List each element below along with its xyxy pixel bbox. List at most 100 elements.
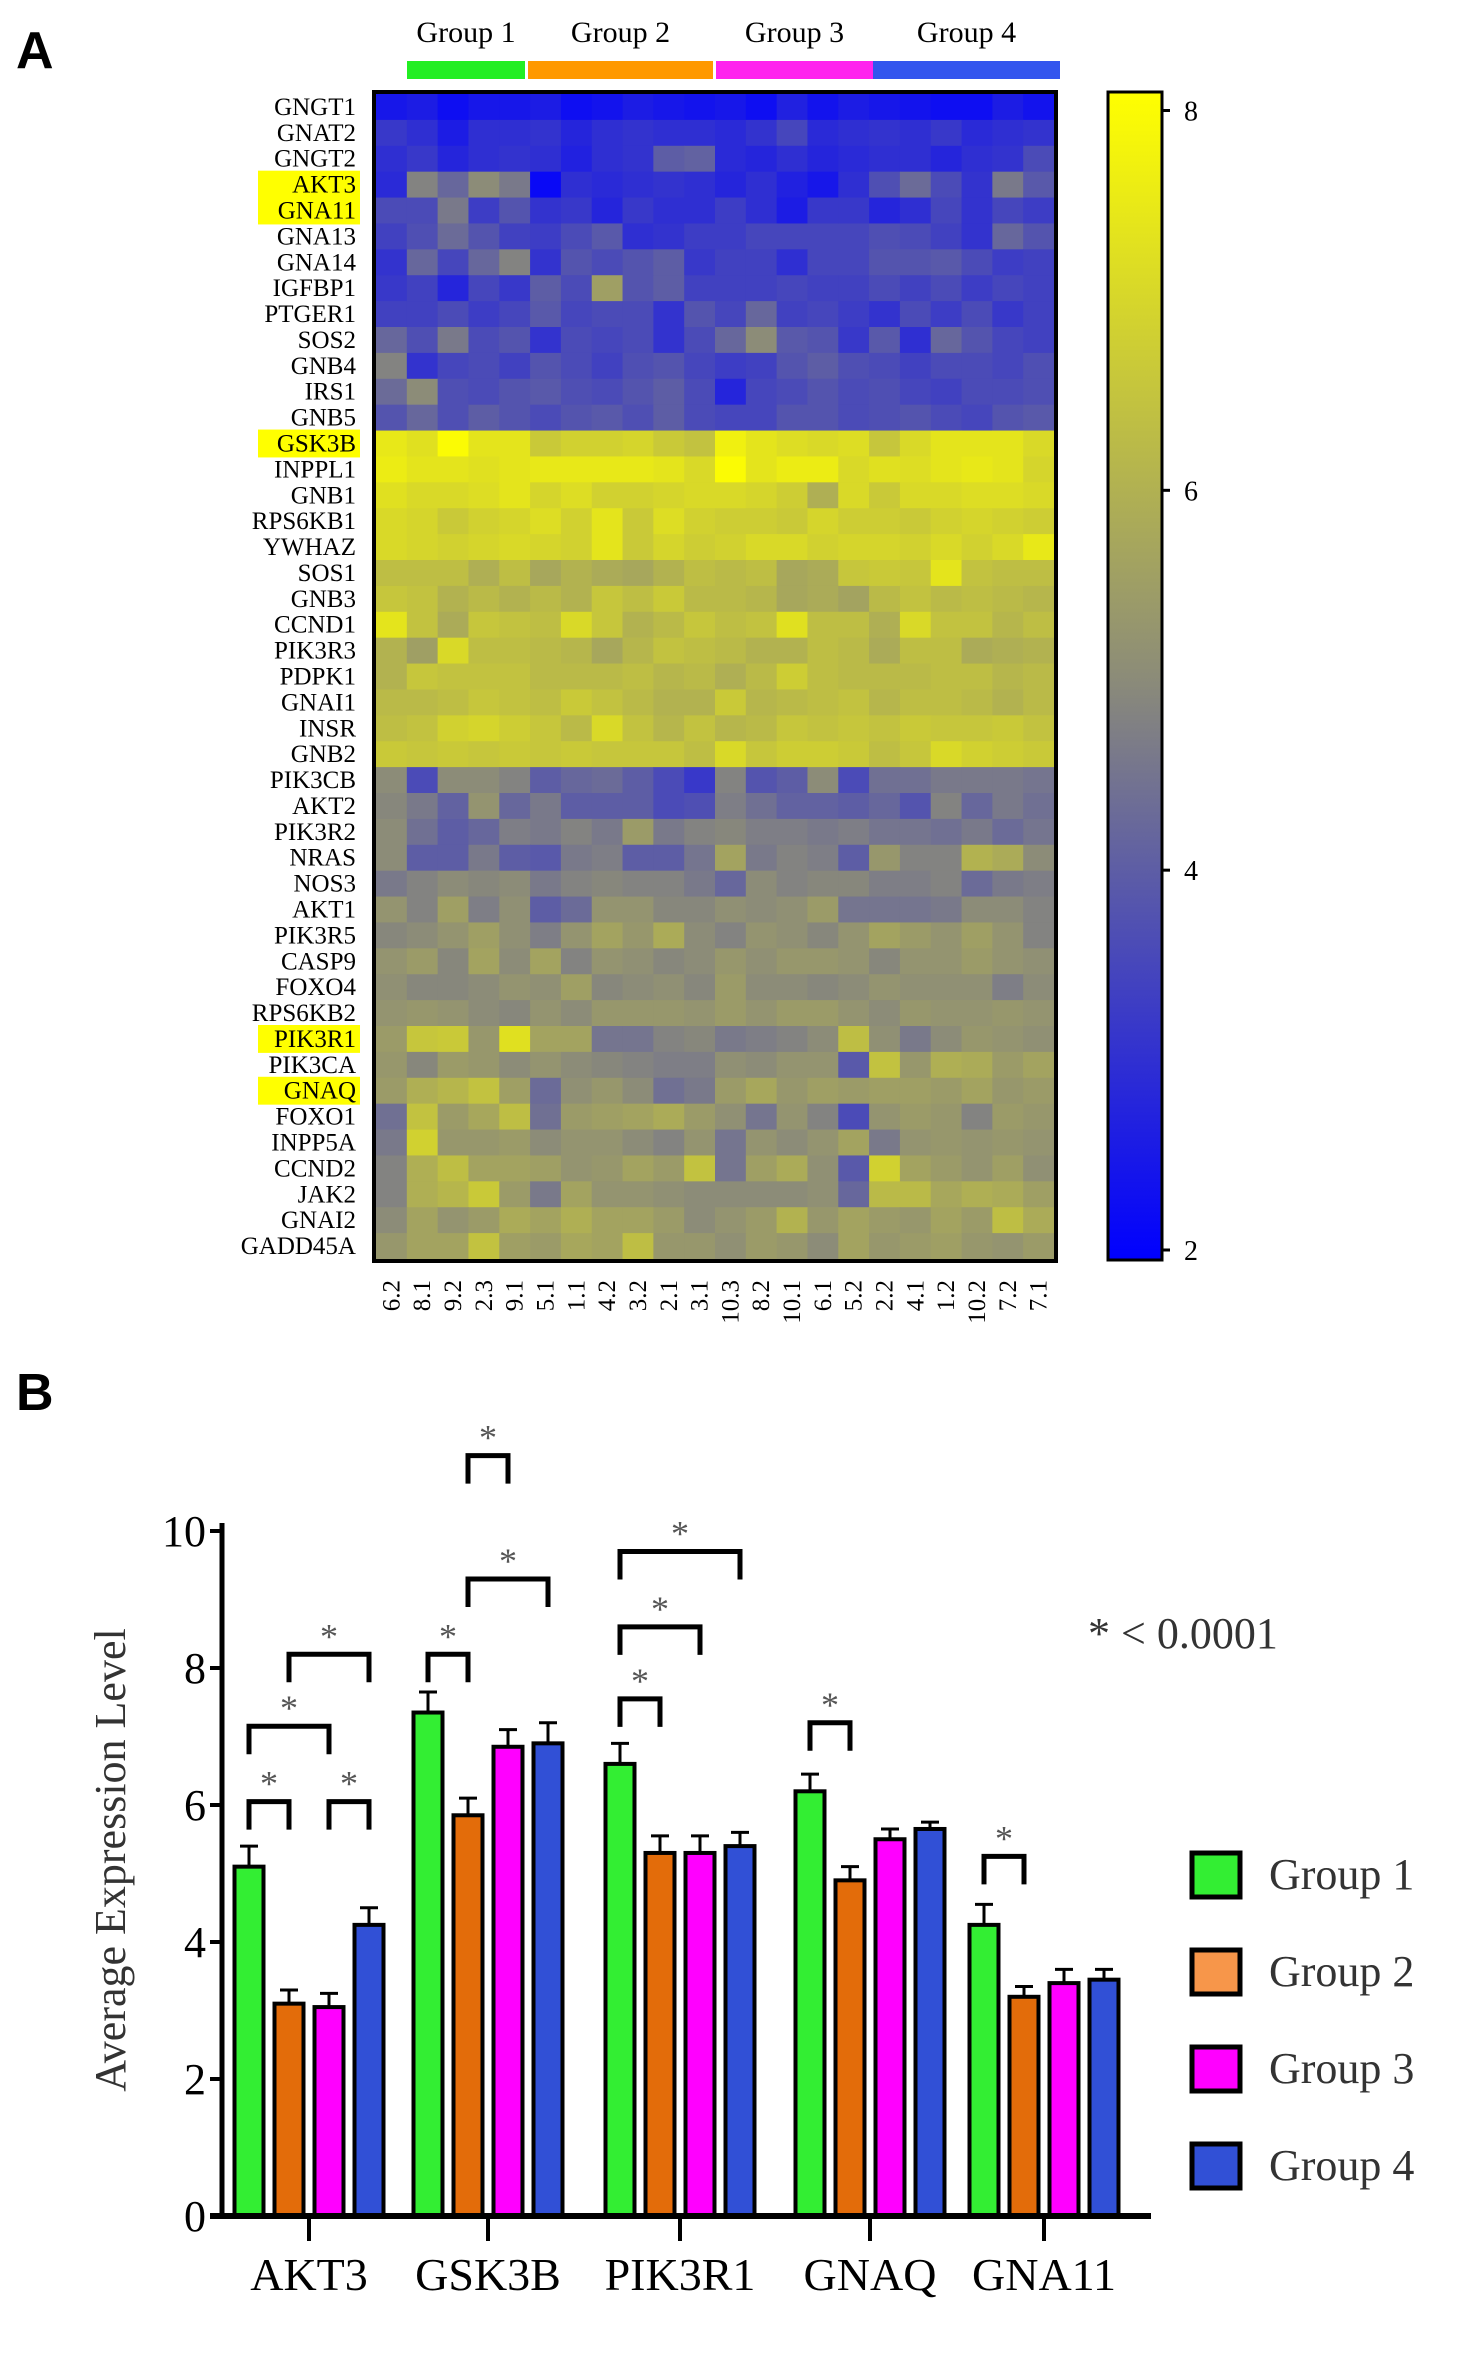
heatmap-cell xyxy=(376,896,408,924)
heatmap-cell xyxy=(437,793,470,820)
heatmap-cell xyxy=(869,1000,901,1027)
panel-label-a: A xyxy=(16,22,54,80)
heatmap-cell xyxy=(684,223,716,250)
heatmap-cell xyxy=(622,637,654,665)
heatmap-cell xyxy=(499,534,531,561)
heatmap-cell xyxy=(437,94,470,121)
heatmap-cell xyxy=(530,715,562,742)
column-label: 4.2 xyxy=(594,1280,621,1311)
heatmap-cell xyxy=(776,352,809,380)
heatmap-cell xyxy=(930,793,963,820)
heatmap-cell xyxy=(807,1051,839,1079)
colorbar-tick-label: 8 xyxy=(1184,96,1198,127)
heatmap-cell xyxy=(869,896,901,924)
heatmap-cell xyxy=(961,1155,993,1182)
heatmap-cell xyxy=(838,249,870,276)
heatmap-cell xyxy=(406,404,439,432)
heatmap-cell xyxy=(715,870,747,898)
heatmap-cell xyxy=(653,663,685,691)
heatmap-cell xyxy=(684,922,716,949)
heatmap-cell xyxy=(653,1103,685,1131)
heatmap-cell xyxy=(807,974,839,1001)
row-label-highlight xyxy=(258,1076,360,1105)
heatmap-cell xyxy=(468,119,500,147)
heatmap-cell xyxy=(715,1103,747,1131)
heatmap-cell xyxy=(838,974,870,1001)
heatmap-cell xyxy=(838,145,870,173)
heatmap-cell xyxy=(437,1077,470,1105)
heatmap-cell xyxy=(499,352,531,380)
heatmap-cell xyxy=(776,430,809,458)
heatmap-cell xyxy=(838,508,870,535)
bar xyxy=(411,1710,445,2219)
heatmap-cell xyxy=(992,1233,1024,1260)
significance-star: * xyxy=(995,1818,1013,1858)
heatmap-cell xyxy=(776,94,809,121)
heatmap-cell xyxy=(591,1051,624,1079)
heatmap-cell xyxy=(838,896,870,924)
heatmap-cell xyxy=(406,715,439,742)
heatmap-cell xyxy=(406,534,439,561)
heatmap-cell xyxy=(560,611,593,639)
heatmap-cell xyxy=(684,896,716,924)
heatmap-cell xyxy=(622,611,654,639)
heatmap-cell xyxy=(961,94,993,121)
heatmap-cell xyxy=(437,534,470,561)
heatmap-cell xyxy=(622,741,654,768)
heatmap-cell xyxy=(1023,896,1055,924)
heatmap-cell xyxy=(869,1129,901,1157)
heatmap-cell xyxy=(530,119,562,147)
y-tick-label: 10 xyxy=(162,1507,206,1556)
row-label: GNB4 xyxy=(291,353,357,380)
heatmap-cell xyxy=(437,1026,470,1053)
heatmap-cell xyxy=(838,327,870,354)
heatmap-cell xyxy=(899,534,932,561)
bar xyxy=(1087,1977,1121,2219)
heatmap-cell xyxy=(499,327,531,354)
heatmap-cell xyxy=(376,327,408,354)
heatmap-cell xyxy=(930,223,963,250)
heatmap-cell xyxy=(437,430,470,458)
heatmap-cell xyxy=(530,637,562,665)
heatmap-cell xyxy=(376,430,408,458)
heatmap-cell xyxy=(653,948,685,975)
heatmap-cell xyxy=(468,948,500,975)
heatmap-cell xyxy=(499,767,531,794)
heatmap-cell xyxy=(468,585,500,613)
heatmap-cell xyxy=(406,896,439,924)
heatmap-cell xyxy=(499,482,531,509)
heatmap-cell xyxy=(930,1129,963,1157)
heatmap-cell xyxy=(622,94,654,121)
significance-bracket xyxy=(465,1576,551,1607)
heatmap-cell xyxy=(437,378,470,406)
heatmap-cell xyxy=(745,637,778,665)
heatmap-cell xyxy=(684,689,716,716)
heatmap-cell xyxy=(745,1103,778,1131)
heatmap-cell xyxy=(776,482,809,509)
heatmap-cell xyxy=(376,1077,408,1105)
heatmap-cell xyxy=(406,223,439,250)
heatmap-cell xyxy=(992,482,1024,509)
heatmap-cell xyxy=(776,1155,809,1182)
heatmap-cell xyxy=(530,1181,562,1208)
heatmap-cell xyxy=(992,793,1024,820)
heatmap-cell xyxy=(1023,689,1055,716)
heatmap-cell xyxy=(745,1026,778,1053)
heatmap-cell xyxy=(869,1155,901,1182)
heatmap-cell xyxy=(622,1026,654,1053)
heatmap-cell xyxy=(961,430,993,458)
heatmap-cell xyxy=(376,767,408,794)
significance-star: * xyxy=(439,1616,457,1656)
heatmap-cell xyxy=(622,870,654,898)
heatmap-cell xyxy=(499,1129,531,1157)
heatmap-cell xyxy=(776,1077,809,1105)
heatmap-cell xyxy=(745,844,778,872)
heatmap-cell xyxy=(930,974,963,1001)
heatmap-cell xyxy=(899,301,932,328)
heatmap-cell xyxy=(961,145,993,173)
heatmap-cell xyxy=(376,301,408,328)
heatmap-cell xyxy=(992,818,1024,846)
row-label: GNAQ xyxy=(284,1078,356,1105)
heatmap-cell xyxy=(684,94,716,121)
heatmap-cell xyxy=(684,534,716,561)
